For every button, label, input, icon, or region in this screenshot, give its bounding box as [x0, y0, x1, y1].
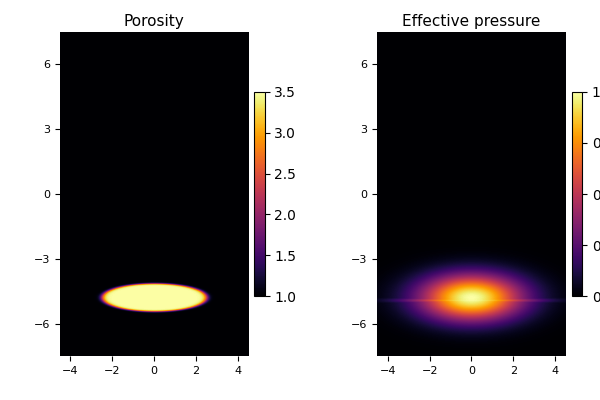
Title: Effective pressure: Effective pressure [402, 14, 541, 30]
Title: Porosity: Porosity [124, 14, 185, 30]
